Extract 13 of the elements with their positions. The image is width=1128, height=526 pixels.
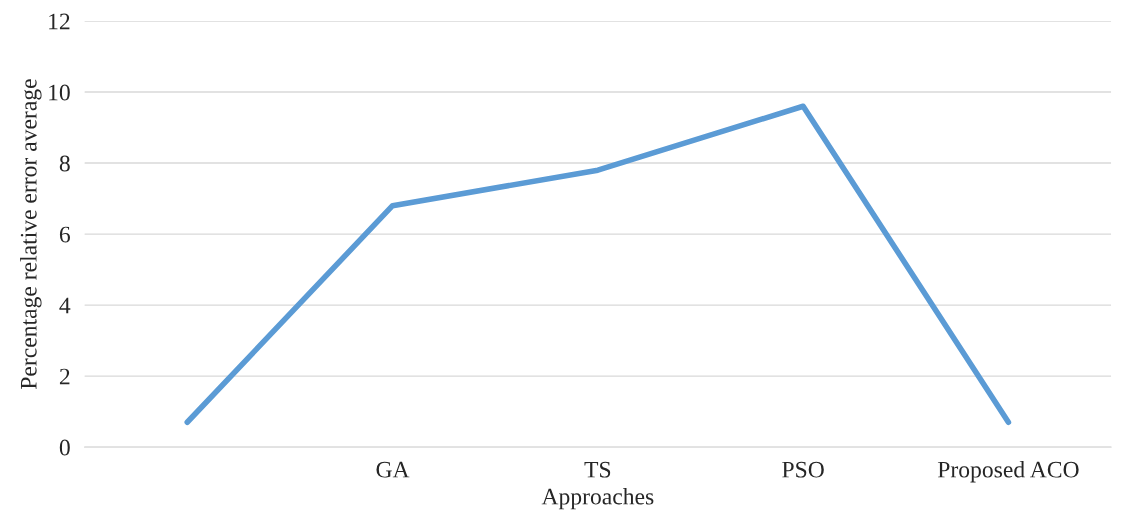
y-axis-title: Percentage relative error average xyxy=(20,79,42,390)
x-tick-label: GA xyxy=(376,461,410,478)
y-tick-label: 8 xyxy=(59,155,70,172)
y-tick-label: 2 xyxy=(59,368,70,385)
x-tick-label: Proposed ACO xyxy=(937,460,1079,483)
y-tick-label: 0 xyxy=(59,439,70,456)
y-tick-label: 4 xyxy=(59,297,71,314)
y-tick-label: 6 xyxy=(59,226,71,243)
x-axis-title: Approaches xyxy=(541,487,654,510)
x-tick-label: TS xyxy=(584,461,611,478)
x-tick-label: PSO xyxy=(782,461,824,478)
y-tick-label: 12 xyxy=(49,13,70,30)
y-tick-label: 10 xyxy=(49,84,70,101)
